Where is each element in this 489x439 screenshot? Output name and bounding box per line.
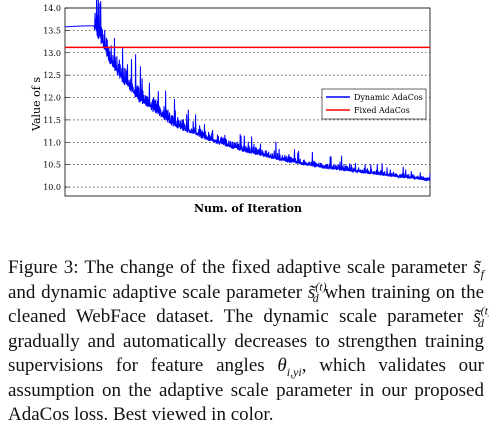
series-line-dynamic bbox=[65, 0, 431, 182]
caption-part-2: and dynamic adaptive scale parameter bbox=[8, 281, 308, 303]
figure: 14.0 13.5 13.0 12.5 12.0 11.5 11.0 10.5 10.0 Dyn… bbox=[30, 0, 431, 215]
y-tick-label: 13.0 bbox=[43, 49, 61, 58]
chart: 14.0 13.5 13.0 12.5 12.0 11.5 11.0 10.5 10.0 Dyn… bbox=[30, 0, 431, 215]
legend-label-fixed: Fixed AdaCos bbox=[354, 106, 410, 115]
theta-symbol: θi,yi bbox=[277, 355, 302, 379]
y-tick-label: 13.5 bbox=[43, 26, 61, 35]
series-layer bbox=[65, 0, 431, 182]
y-tick-label: 12.5 bbox=[43, 71, 61, 80]
caption-part-5: , which validates our assumption on the … bbox=[8, 355, 484, 425]
y-tick-label: 10.5 bbox=[43, 161, 61, 170]
legend: Dynamic AdaCos Fixed AdaCos bbox=[321, 88, 427, 120]
caption-part-4: gradually and automatically decreases to… bbox=[8, 330, 484, 377]
y-tick-label: 14.0 bbox=[43, 4, 61, 13]
figure-caption: Figure 3: The change of the fixed adapti… bbox=[8, 256, 489, 428]
y-tick-label: 12.0 bbox=[43, 94, 61, 103]
y-ticks: 14.0 13.5 13.0 12.5 12.0 11.5 11.0 10.5 10.0 bbox=[43, 4, 69, 192]
caption-part-3: when training on the cleaned WebFace dat… bbox=[8, 281, 484, 328]
caption-part-1: Figure 3: The change of the fixed adapti… bbox=[8, 257, 474, 278]
y-tick-label: 11.0 bbox=[43, 138, 61, 147]
scale-param-fixed: s̃f bbox=[473, 257, 484, 281]
scale-param-dynamic: s̃(t)d bbox=[307, 279, 327, 306]
scale-param-dynamic-2: s̃(t)d bbox=[473, 303, 489, 330]
y-tick-label: 10.0 bbox=[43, 183, 61, 192]
legend-box bbox=[321, 88, 427, 120]
y-axis-title: Value of s bbox=[30, 77, 43, 132]
y-tick-label: 11.5 bbox=[43, 116, 61, 125]
x-axis-title: Num. of Iteration bbox=[194, 202, 302, 215]
legend-label-dynamic: Dynamic AdaCos bbox=[354, 93, 423, 102]
